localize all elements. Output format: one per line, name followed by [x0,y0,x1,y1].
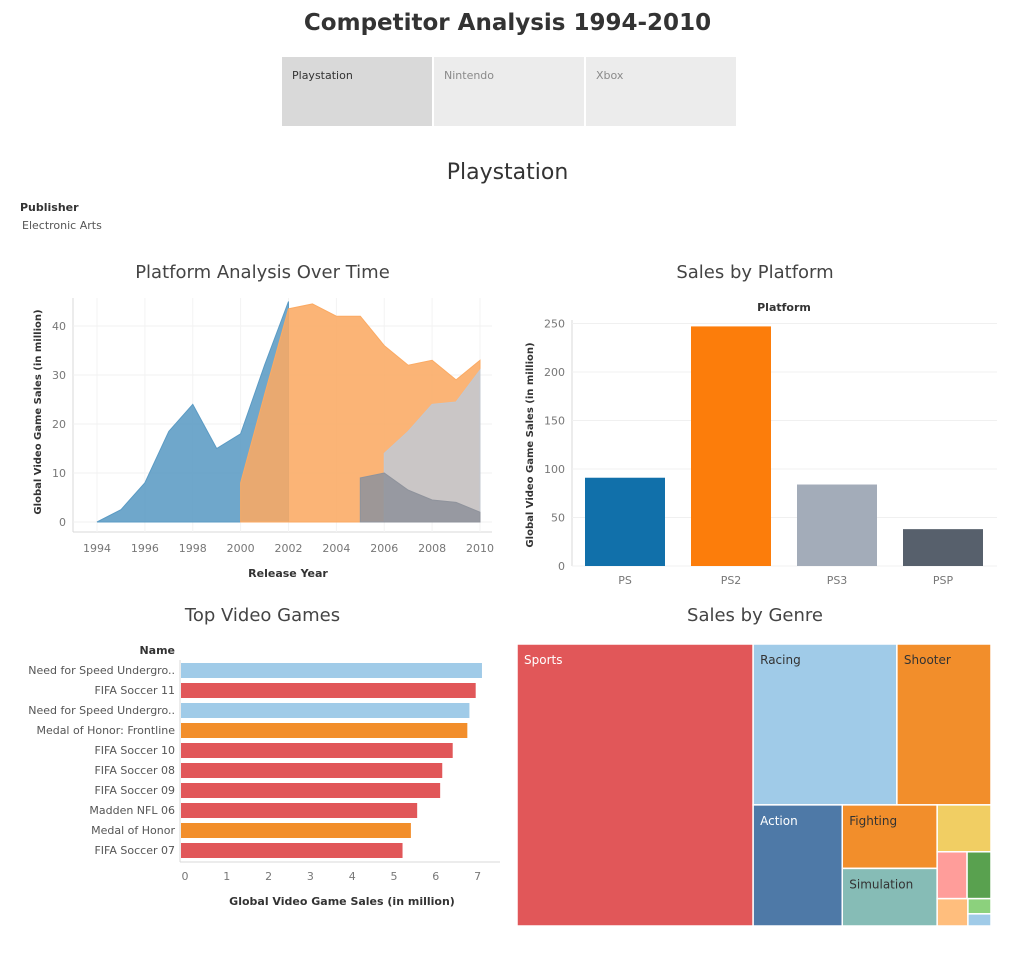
x-tick-label: 1994 [83,542,111,555]
genre-sports-label: Sports [524,653,562,667]
y-tick-label: 0 [558,560,565,573]
genre-racing-label: Racing [760,653,801,667]
genre-action-label: Action [760,814,798,828]
x-tick-label: 0 [182,870,189,883]
publisher-filter-value[interactable]: Electronic Arts [22,219,102,232]
x-tick-label: 4 [349,870,356,883]
game-label: FIFA Soccer 11 [94,684,175,697]
game-label: FIFA Soccer 09 [94,784,175,797]
x-tick-label: 3 [307,870,314,883]
game-bar [181,663,482,678]
x-tick-label: 2010 [466,542,494,555]
y-tick-label: 10 [52,467,66,480]
game-bar [181,743,453,758]
y-tick-label: 30 [52,369,66,382]
x-tick-label: PS [618,574,632,587]
x-tick-label: 6 [432,870,439,883]
y-tick-label: 250 [544,318,565,331]
area-series-ps3 [383,368,481,523]
genre-treemap: Sports Racing Shooter Action Fighting Simulat… [516,643,992,927]
y-axis-title: Global Video Game Sales (in million) [525,342,536,547]
game-label: Need for Speed Undergro.. [28,664,175,677]
y-tick-label: 40 [52,320,66,333]
y-tick-label: 0 [59,516,66,529]
genre-simulation-label: Simulation [849,877,913,891]
genre-minor-tile [966,851,992,900]
game-bar [181,763,443,778]
x-tick-label: 2006 [370,542,398,555]
game-label: FIFA Soccer 08 [94,764,175,777]
genre-fighting-tile [841,804,938,870]
x-tick-label: 7 [474,870,481,883]
genre-minor-tile [936,804,992,853]
game-bar [181,843,403,858]
bar-ps3 [797,484,877,566]
x-tick-label: 2 [265,870,272,883]
section-title: Playstation [446,160,569,185]
bar-psp [903,529,983,566]
y-tick-label: 150 [544,415,565,428]
y-tick-label: 200 [544,366,565,379]
y-tick-label: 20 [52,418,66,431]
x-tick-label: PSP [933,574,954,587]
game-bar [181,783,441,798]
area-series-psp [359,472,481,523]
genre-action-tile [752,804,844,927]
genre-minor-tile [967,913,992,927]
top-games-bar-chart: Name Need for Speed Undergro.. FIFA Soccer… [28,644,500,908]
bar-ps [585,477,665,566]
game-bar [181,723,468,738]
bar-ps2 [691,326,771,566]
game-label: Need for Speed Undergro.. [28,704,175,717]
x-tick-label: 2002 [275,542,303,555]
x-tick-label: PS2 [721,574,742,587]
platform-bar-chart: Platform 0 50 100 150 200 250 PS PS2 PS3 PSP Global… [525,301,997,587]
x-tick-label: 1 [223,870,230,883]
game-bar [181,703,470,718]
bar-chart-title: Sales by Platform [676,262,834,283]
game-label: Madden NFL 06 [89,804,175,817]
game-label: Medal of Honor: Frontline [36,724,175,737]
genre-racing-tile [752,643,898,806]
x-tick-label: 2000 [227,542,255,555]
x-tick-label: PS3 [827,574,848,587]
genre-minor-tile [936,897,969,927]
game-bar [181,823,411,838]
hbar-chart-title: Top Video Games [184,605,341,626]
y-tick-label: 50 [551,512,565,525]
publisher-filter-label: Publisher [20,201,79,214]
game-bar [181,683,476,698]
genre-minor-tile [936,851,968,900]
game-bar [181,803,418,818]
area-chart-title: Platform Analysis Over Time [135,262,390,283]
game-label: Medal of Honor [91,824,175,837]
treemap-title: Sales by Genre [687,605,823,626]
tab-nintendo[interactable]: Nintendo [434,57,584,126]
platform-header: Platform [757,301,811,314]
x-tick-label: 5 [391,870,398,883]
platform-area-chart: 0 10 20 30 40 1994 1996 1998 2000 2002 2004 2006 200… [33,298,494,580]
tab-xbox[interactable]: Xbox [586,57,736,126]
y-tick-label: 100 [544,463,565,476]
game-label: FIFA Soccer 07 [94,844,175,857]
x-tick-label: 1998 [179,542,207,555]
tab-playstation[interactable]: Playstation [282,57,432,126]
genre-shooter-tile [896,643,992,806]
game-label: FIFA Soccer 10 [94,744,175,757]
dashboard-title: Competitor Analysis 1994-2010 [303,10,712,36]
x-axis-title: Global Video Game Sales (in million) [229,895,455,908]
genre-minor-tile [967,897,992,915]
x-axis-title: Release Year [248,567,328,580]
x-tick-label: 2004 [322,542,350,555]
name-header: Name [139,644,175,657]
x-tick-label: 2008 [418,542,446,555]
genre-shooter-label: Shooter [904,653,951,667]
y-axis-title: Global Video Game Sales (in million) [33,309,44,514]
genre-fighting-label: Fighting [849,814,897,828]
x-tick-label: 1996 [131,542,159,555]
genre-sports-tile [516,643,754,927]
